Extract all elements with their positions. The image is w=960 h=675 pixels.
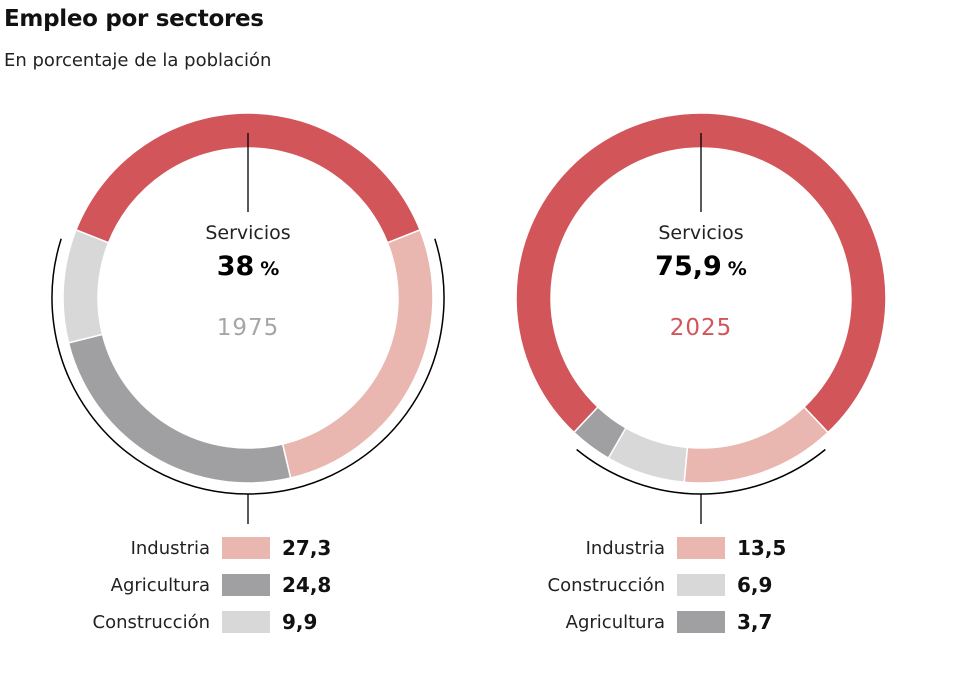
slice-industria [683, 405, 830, 484]
legend-1975: Industria 27,3 Agricultura 24,8 Construc… [0, 536, 332, 634]
legend-value: 27,3 [282, 536, 332, 560]
slice-industria [281, 228, 434, 479]
legend-label: Industria [130, 537, 210, 559]
legend-item: Agricultura 24,8 [0, 573, 332, 597]
slice-agricultura [67, 333, 292, 484]
center-label-1975: Servicios [205, 222, 290, 244]
year-label-1975: 1975 [217, 315, 280, 341]
center-label-2025: Servicios [658, 222, 743, 244]
legend-swatch [677, 611, 725, 633]
slice-servicios [515, 112, 887, 434]
center-value-2025: 75,9% [655, 251, 747, 282]
center-value-number-1975: 38 [217, 251, 255, 282]
legend-swatch [222, 574, 270, 596]
legend-item: Construcción 9,9 [0, 610, 331, 634]
legend-label: Construcción [547, 574, 665, 596]
legend-item: Industria 27,3 [0, 536, 332, 560]
slice-agricultura [572, 405, 627, 460]
others-bracket-2025 [576, 448, 826, 495]
legend-swatch [677, 537, 725, 559]
donut-1975: Servicios 38% 1975 [51, 112, 445, 524]
legend-value: 9,9 [282, 610, 318, 634]
center-value-1975: 38% [217, 251, 280, 282]
legend-label: Construcción [92, 611, 210, 633]
legend-2025: Industria 13,5 Construcción 6,9 Agricult… [455, 536, 787, 634]
legend-label: Agricultura [110, 574, 210, 596]
donut-2025: Servicios 75,9% 2025 [515, 112, 887, 524]
legend-value: 6,9 [737, 573, 773, 597]
legend-label: Agricultura [565, 611, 665, 633]
year-label-2025: 2025 [670, 315, 733, 341]
legend-label: Industria [585, 537, 665, 559]
chart-title: Empleo por sectores [4, 6, 264, 32]
legend-swatch [222, 611, 270, 633]
legend-value: 24,8 [282, 573, 332, 597]
legend-value: 3,7 [737, 610, 773, 634]
slice-construccion [62, 228, 110, 344]
center-value-unit-1975: % [260, 258, 279, 280]
legend-swatch [222, 537, 270, 559]
legend-item: Construcción 6,9 [455, 573, 786, 597]
center-value-unit-2025: % [728, 258, 747, 280]
legend-item: Industria 13,5 [455, 536, 787, 560]
legend-swatch [677, 574, 725, 596]
chart-subtitle: En porcentaje de la población [4, 50, 272, 71]
center-value-number-2025: 75,9 [655, 251, 722, 282]
legend-value: 13,5 [737, 536, 787, 560]
legend-item: Agricultura 3,7 [455, 610, 786, 634]
